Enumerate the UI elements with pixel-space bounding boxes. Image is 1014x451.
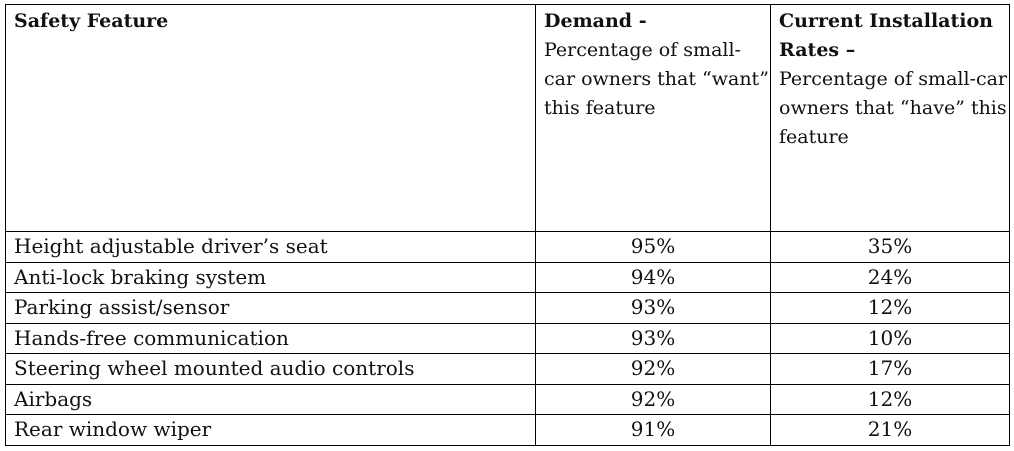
table-row: Parking assist/sensor 93% 12% xyxy=(5,292,1010,324)
feature-cell: Hands-free communication xyxy=(5,322,536,354)
feature-cell: Parking assist/sensor xyxy=(5,292,536,324)
feature-cell: Height adjustable driver’s seat xyxy=(5,231,536,263)
feature-cell: Anti-lock braking system xyxy=(5,261,536,293)
demand-cell: 94% xyxy=(535,261,771,293)
safety-feature-table: Safety Feature Demand - Percentage of sm… xyxy=(5,4,1010,446)
demand-cell: 92% xyxy=(535,383,771,415)
header-demand: Demand - Percentage of small-car owners … xyxy=(535,4,771,232)
installed-cell: 10% xyxy=(770,322,1010,354)
feature-cell: Steering wheel mounted audio controls xyxy=(5,353,536,385)
demand-cell: 92% xyxy=(535,353,771,385)
installed-cell: 24% xyxy=(770,261,1010,293)
header-subtitle: Percentage of small-car owners that “hav… xyxy=(779,68,1008,148)
installed-cell: 12% xyxy=(770,383,1010,415)
demand-cell: 93% xyxy=(535,292,771,324)
header-safety-feature: Safety Feature xyxy=(5,4,536,232)
header-title: Demand - xyxy=(544,10,647,32)
installed-cell: 17% xyxy=(770,353,1010,385)
table-row: Anti-lock braking system 94% 24% xyxy=(5,261,1010,293)
installed-cell: 21% xyxy=(770,414,1010,446)
header-row: Safety Feature Demand - Percentage of sm… xyxy=(5,4,1010,232)
header-subtitle: Percentage of small-car owners that “wan… xyxy=(544,39,769,119)
demand-cell: 93% xyxy=(535,322,771,354)
table-row: Steering wheel mounted audio controls 92… xyxy=(5,353,1010,385)
header-installation-rates: Current Installation Rates – Percentage … xyxy=(770,4,1010,232)
demand-cell: 91% xyxy=(535,414,771,446)
header-title: Safety Feature xyxy=(14,10,169,32)
installed-cell: 35% xyxy=(770,231,1010,263)
feature-cell: Rear window wiper xyxy=(5,414,536,446)
table-row: Rear window wiper 91% 21% xyxy=(5,414,1010,446)
table-row: Airbags 92% 12% xyxy=(5,383,1010,415)
table-row: Height adjustable driver’s seat 95% 35% xyxy=(5,231,1010,263)
header-title: Current Installation Rates – xyxy=(779,10,993,61)
feature-cell: Airbags xyxy=(5,383,536,415)
table-row: Hands-free communication 93% 10% xyxy=(5,322,1010,354)
demand-cell: 95% xyxy=(535,231,771,263)
installed-cell: 12% xyxy=(770,292,1010,324)
